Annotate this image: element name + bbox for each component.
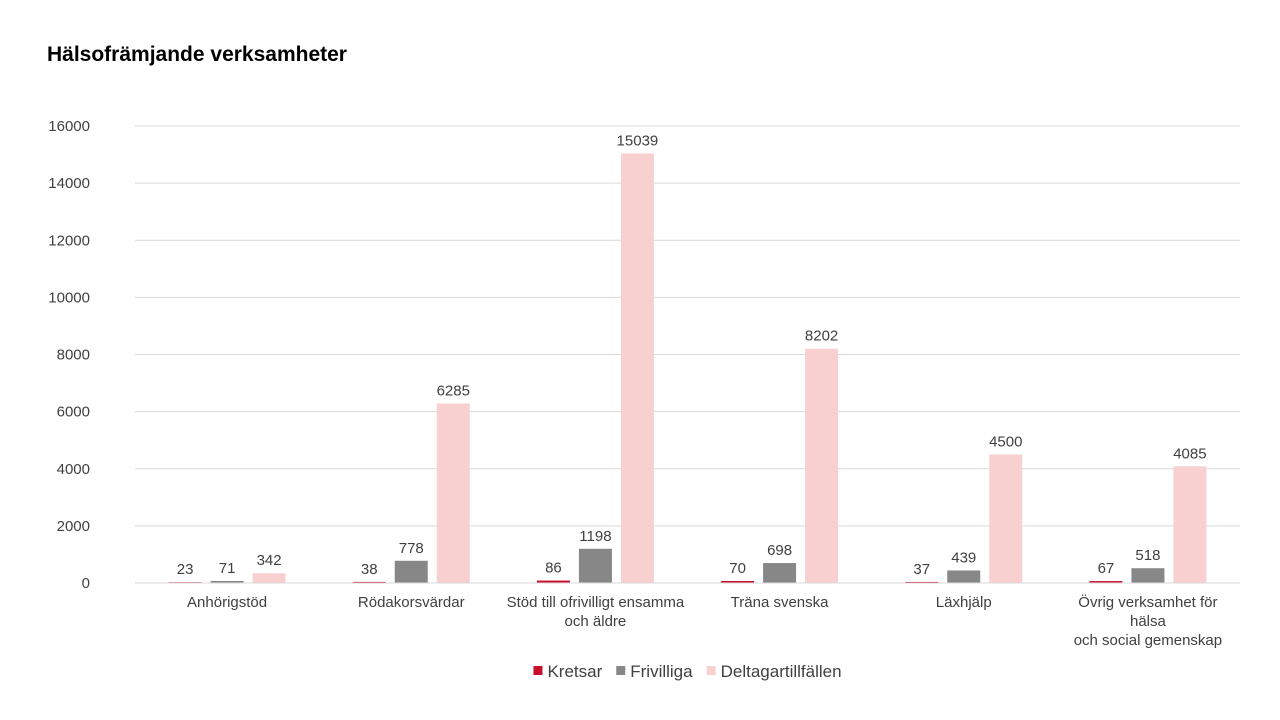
chart-title: Hälsofrämjande verksamheter [47,43,347,66]
category-label: Rödakorsvärdar [358,594,465,611]
data-label: 778 [399,540,424,557]
category-label-line: Rödakorsvärdar [358,594,465,611]
y-tick-label: 8000 [57,347,90,364]
data-label: 342 [257,552,282,569]
data-label: 6285 [437,382,470,399]
y-tick-label: 14000 [48,175,90,192]
bar [905,581,939,583]
bar [763,563,797,583]
data-label: 38 [361,561,378,578]
category-label: Övrig verksamhet för hälsa och social geme… [1074,593,1222,649]
category-labels: Anhörigstöd Rödakorsvärdar Stöd till ofriv… [187,593,1222,649]
data-label: 71 [219,560,236,577]
data-label: 698 [767,542,792,559]
category-label-line: och social gemenskap [1074,632,1222,649]
gridlines [135,125,1240,527]
y-tick-label: 12000 [48,232,90,249]
y-tick-label: 6000 [57,404,90,421]
category-label-line: Träna svenska [731,594,829,611]
bar [1173,466,1207,583]
data-label: 8202 [805,328,838,345]
data-labels: 23 38 86 70 37 67 71 778 1198 698 439 518 342 6285 150… [177,132,1207,578]
category-label-line: och äldre [565,613,627,630]
category-label: Stöd till ofrivilligt ensamma och äldre [507,594,685,630]
bar [721,581,755,583]
y-tick-label: 0 [82,575,90,592]
legend-label: Kretsar [547,662,602,681]
bar [989,454,1023,583]
bar [805,348,839,583]
y-tick-label: 10000 [48,289,90,306]
category-label-line: Läxhjälp [936,594,992,611]
data-label: 15039 [617,132,659,149]
legend-label: Frivilliga [630,662,693,681]
category-label: Läxhjälp [936,594,992,611]
y-tick-label: 2000 [57,518,90,535]
data-label: 67 [1098,560,1115,577]
data-label: 70 [729,560,746,577]
bars [168,153,1207,584]
legend-swatch [706,666,716,675]
legend-label: Deltagartillfällen [721,662,842,681]
bar [1089,581,1123,583]
data-label: 4500 [989,433,1022,450]
bar [252,573,286,583]
bar [1131,568,1165,583]
data-label: 439 [951,549,976,566]
data-label: 4085 [1173,445,1206,462]
category-label-line: hälsa [1130,613,1167,630]
legend-swatch [533,666,543,675]
y-tick-label: 4000 [57,461,90,478]
category-label: Träna svenska [731,594,829,611]
data-label: 37 [913,561,930,578]
bar [352,581,386,583]
data-label: 86 [545,560,562,577]
category-label-line: Övrig verksamhet för [1078,593,1217,611]
bar [620,153,654,584]
data-label: 518 [1135,547,1160,564]
bar [578,548,612,583]
category-label: Anhörigstöd [187,594,267,611]
bar [394,560,428,583]
bar [947,570,981,583]
bar [436,403,470,583]
data-label: 1198 [579,528,611,545]
category-label-line: Anhörigstöd [187,594,267,611]
data-label: 23 [177,561,194,578]
legend-swatch [616,666,626,675]
y-axis-ticks: 0 2000 4000 6000 8000 10000 12000 14000 16000 [48,118,90,592]
bar [210,580,244,583]
y-tick-label: 16000 [48,118,90,135]
legend: Kretsar Frivilliga Deltagartillfällen [533,662,842,681]
category-label-line: Stöd till ofrivilligt ensamma [507,594,685,611]
bar [536,580,570,583]
